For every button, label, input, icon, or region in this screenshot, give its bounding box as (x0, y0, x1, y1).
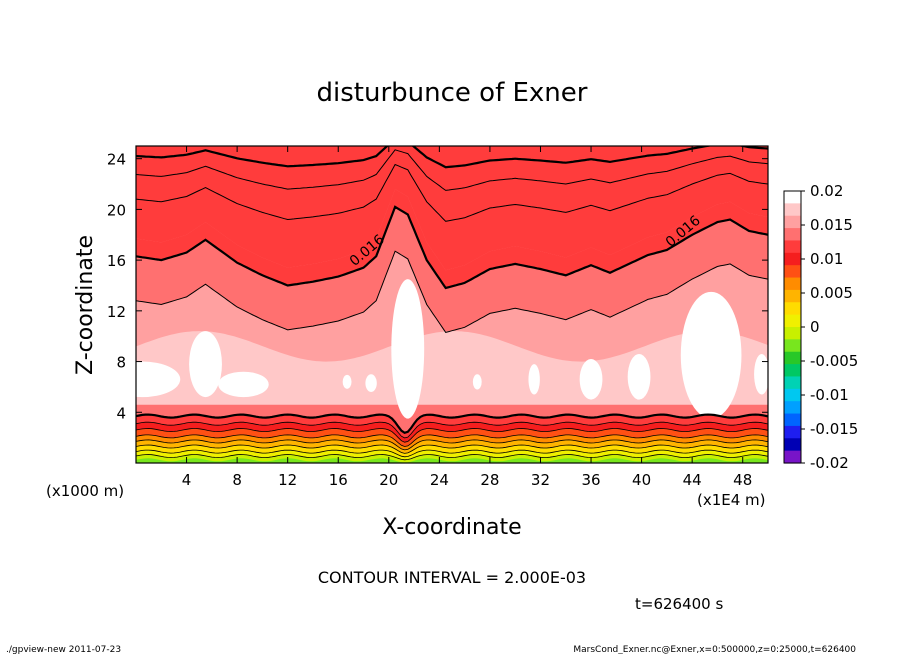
x-tick-label: 40 (632, 471, 651, 489)
x-tick-label: 16 (329, 471, 348, 489)
field-maximum-blob (136, 361, 181, 398)
x-tick-label: 44 (683, 471, 702, 489)
y-tick-label: 12 (107, 303, 126, 321)
time-label: t=626400 s (635, 595, 723, 613)
colorbar-swatch (784, 277, 801, 291)
x-unit-label: (x1E4 m) (697, 491, 766, 509)
colorbar-swatch (784, 252, 801, 266)
colorbar-label: -0.02 (810, 454, 849, 472)
field-band-crest (136, 189, 768, 288)
y-unit-label: (x1000 m) (46, 482, 124, 500)
colorbar: 0.02 0.015 0.01 0.005 0 -0.005 -0.01 -0.015 -0.0… (783, 182, 858, 472)
colorbar-swatch (784, 191, 801, 204)
colorbar-swatch (784, 327, 801, 340)
colorbar-swatch (784, 240, 801, 254)
x-tick-label: 48 (733, 471, 752, 489)
contour-line (136, 163, 768, 222)
colorbar-swatch (784, 228, 801, 242)
x-tick-label: 28 (480, 471, 499, 489)
y-tick-label: 4 (116, 404, 126, 422)
field-band-upper-4 (136, 146, 768, 271)
footer-left: ./gpview-new 2011-07-23 (6, 645, 121, 654)
field-maximum-blob (189, 331, 222, 398)
field-maximum-blob (342, 374, 352, 389)
colorbar-swatch (784, 265, 801, 279)
y-tick-label: 20 (107, 201, 126, 219)
colorbar-swatch (784, 401, 801, 415)
colorbar-swatch (784, 314, 801, 328)
y-axis-ticks: 4 8 12 16 20 24 (107, 151, 768, 422)
contour-line-bottom (136, 434, 768, 447)
y-tick-label: 16 (107, 252, 126, 270)
field-maximum-blob (627, 353, 651, 400)
colorbar-label: 0.005 (810, 284, 853, 302)
x-tick-label: 4 (182, 471, 192, 489)
contour-line (136, 250, 768, 333)
contour-line-thick (136, 413, 768, 435)
x-tick-label: 8 (232, 471, 242, 489)
field-maximum-blob (218, 371, 269, 398)
colorbar-swatch (784, 425, 801, 439)
field-band-lower-2 (136, 331, 768, 405)
x-tick-label: 36 (581, 471, 600, 489)
contour-line (136, 149, 768, 191)
x-tick-label: 32 (531, 471, 550, 489)
field-maximum-blob (391, 279, 425, 419)
footer-right: MarsCond_Exner.nc@Exner,x=0:500000,z=0:2… (573, 645, 856, 654)
contour-line-bottom (136, 439, 768, 451)
colorbar-swatch (784, 450, 801, 464)
colorbar-label: 0.01 (810, 250, 843, 268)
colorbar-label: 0.02 (810, 182, 843, 200)
x-tick-label: 12 (278, 471, 297, 489)
colorbar-swatch (784, 203, 801, 217)
field-maximum-blob (528, 364, 540, 395)
contour-line-thick (136, 146, 768, 169)
field-band-bottom-8 (136, 458, 768, 463)
colorbar-swatch (784, 364, 801, 378)
colorbar-label: 0.015 (810, 216, 853, 234)
colorbar-swatch (784, 388, 801, 402)
field-maximum-blob (365, 374, 377, 392)
colorbar-swatch (784, 215, 801, 229)
contour-interval-annotation: CONTOUR INTERVAL = 2.000E-03 (318, 568, 586, 587)
x-tick-label: 24 (430, 471, 449, 489)
colorbar-swatch (784, 376, 801, 390)
colorbar-swatch (784, 339, 801, 353)
colorbar-label: -0.005 (810, 352, 858, 370)
plot-frame (135, 145, 769, 464)
contour-line-bottom (136, 428, 768, 443)
field-maximum-blob (680, 291, 742, 419)
colorbar-swatch (784, 438, 801, 452)
y-tick-label: 24 (107, 151, 126, 169)
chart-title: disturbunce of Exner (317, 78, 588, 108)
contour-line-thick (136, 205, 768, 290)
y-axis-label: Z-coordinate (73, 235, 98, 375)
colorbar-label: 0 (810, 318, 820, 336)
colorbar-swatch (784, 289, 801, 303)
colorbar-label: -0.015 (810, 420, 858, 438)
field-maximum-blob (472, 374, 482, 390)
contour-line-bottom (136, 454, 768, 461)
field-band-lower-0 (136, 209, 768, 333)
colorbar-swatch (784, 413, 801, 427)
field-maximum-blob (579, 359, 603, 400)
colorbar-swatch (784, 302, 801, 316)
x-axis-label: X-coordinate (382, 515, 521, 540)
colorbar-label: -0.01 (810, 386, 849, 404)
y-tick-label: 8 (116, 354, 126, 372)
contour-line-bottom (136, 444, 768, 454)
colorbar-swatch (784, 351, 801, 365)
contour-line-bottom (136, 449, 768, 458)
field-maximum-blob (754, 353, 768, 395)
x-tick-label: 20 (379, 471, 398, 489)
contour-line-bottom (136, 421, 768, 439)
x-axis-ticks: 4 8 12 16 20 24 28 32 36 40 44 48 (182, 146, 752, 489)
